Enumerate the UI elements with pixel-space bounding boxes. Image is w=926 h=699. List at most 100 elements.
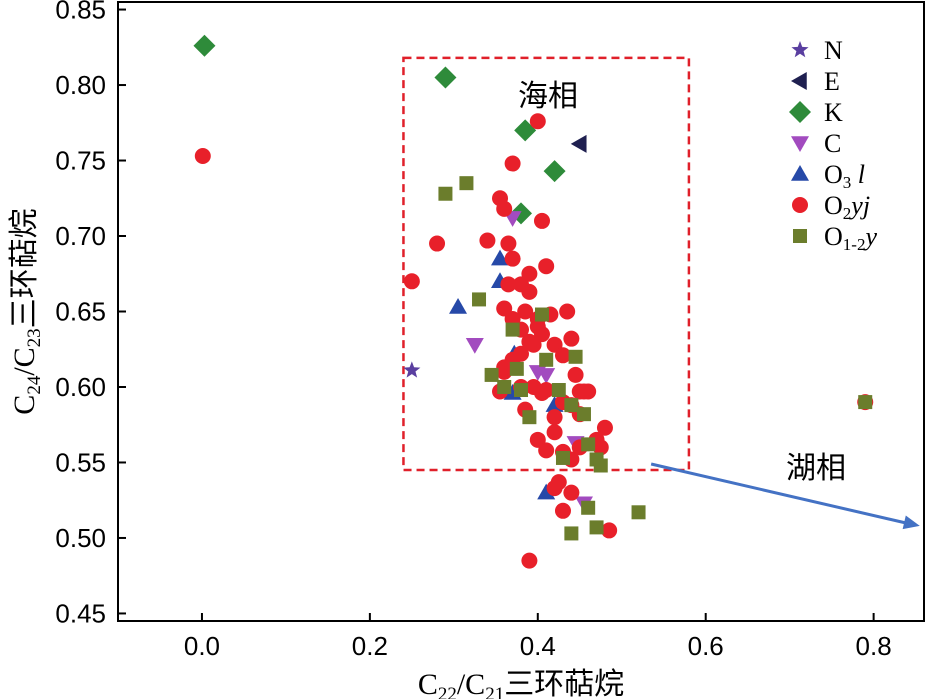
legend-label-part: E — [824, 67, 840, 96]
data-point — [194, 147, 211, 164]
data-point — [497, 379, 512, 394]
x-tick-label: 0.0 — [184, 631, 220, 661]
data-point — [521, 283, 538, 300]
data-point — [500, 235, 517, 252]
data-point — [589, 520, 604, 535]
data-point — [576, 407, 591, 422]
lacustrine-arrow-head — [902, 515, 920, 530]
y-tick-label: 0.55 — [55, 447, 106, 477]
data-point — [472, 292, 487, 307]
legend-label-part: y — [862, 222, 877, 251]
legend-marker — [791, 136, 809, 152]
legend-label-part: O — [824, 160, 843, 189]
data-point — [434, 66, 457, 89]
lacustrine-arrow-line — [650, 462, 911, 526]
data-point — [570, 134, 587, 153]
data-point — [529, 318, 546, 335]
data-point — [403, 273, 420, 290]
legend-label: O2yj — [824, 191, 870, 223]
y-tick-label: 0.45 — [55, 598, 106, 628]
legend-label-part: 2 — [843, 204, 852, 223]
data-point — [521, 552, 538, 569]
marine-region-box — [402, 56, 691, 472]
data-point — [563, 484, 580, 501]
data-point — [538, 382, 555, 399]
data-point — [593, 458, 608, 473]
legend-label: C — [824, 129, 841, 158]
data-point — [193, 34, 216, 57]
data-point — [496, 200, 513, 217]
y-tick-label: 0.50 — [55, 523, 106, 553]
data-point — [538, 442, 555, 459]
marine-region-label: 海相 — [518, 79, 578, 114]
y-axis-label: C24/C23三环萜烷 — [8, 208, 45, 414]
data-point — [554, 502, 571, 519]
legend-label-part: O — [824, 222, 843, 251]
legend-label-part: yj — [848, 191, 870, 220]
data-point — [504, 250, 521, 267]
x-tick-label: 0.4 — [520, 631, 556, 661]
legend-label: O1-2y — [824, 222, 877, 254]
series-2 — [193, 34, 566, 225]
legend-label-part: C — [824, 129, 841, 158]
data-point — [592, 439, 609, 456]
data-point — [546, 424, 563, 441]
data-point — [631, 505, 646, 520]
data-point — [543, 160, 566, 183]
data-point — [596, 419, 613, 436]
y-axis-label-text: 三环萜烷 — [8, 208, 41, 328]
x-axis-label-subscript: 21 — [485, 684, 504, 699]
data-point — [429, 235, 446, 252]
legend-marker — [791, 41, 809, 58]
y-tick-label: 0.75 — [55, 146, 106, 176]
series-5 — [194, 113, 874, 569]
data-point — [559, 303, 576, 320]
data-point — [533, 212, 550, 229]
data-point — [479, 232, 496, 249]
data-point — [529, 113, 546, 130]
y-axis-label-text: /C — [8, 347, 41, 375]
y-tick-label: 0.65 — [55, 297, 106, 327]
x-axis-label-text: /C — [457, 668, 485, 699]
data-point — [500, 276, 517, 293]
series-0 — [403, 361, 421, 378]
data-point — [459, 176, 474, 191]
x-axis-label-text: 三环萜烷 — [504, 668, 624, 699]
data-point — [564, 526, 579, 541]
x-axis-label-text: C — [418, 668, 438, 699]
legend-label-part: 3 — [843, 173, 852, 192]
data-point — [581, 437, 596, 452]
data-point — [581, 500, 596, 515]
y-tick-label: 0.85 — [55, 0, 106, 25]
legend-label-part: K — [824, 98, 843, 127]
y-axis-label-subscript: 24 — [24, 375, 45, 395]
legend-label-part: l — [851, 160, 865, 189]
data-point — [538, 258, 555, 275]
data-point — [564, 398, 579, 413]
data-point — [563, 330, 580, 347]
data-point — [567, 366, 584, 383]
data-point — [580, 383, 597, 400]
legend-label: N — [824, 36, 843, 65]
legend-marker — [791, 72, 807, 90]
data-point — [449, 297, 468, 314]
legend-marker — [793, 229, 807, 243]
data-point — [554, 347, 571, 364]
data-point — [403, 361, 421, 378]
legend-marker — [789, 101, 811, 123]
data-point — [539, 352, 554, 367]
data-point — [509, 361, 524, 376]
data-point — [568, 349, 583, 364]
data-point — [858, 395, 873, 410]
y-tick-label: 0.60 — [55, 372, 106, 402]
y-tick-label: 0.80 — [55, 70, 106, 100]
legend-label: K — [824, 98, 843, 127]
legend-label: E — [824, 67, 840, 96]
x-axis-label-subscript: 22 — [438, 684, 457, 699]
legend-label-part: 1-2 — [843, 235, 866, 254]
y-axis-label-text: C — [8, 395, 41, 415]
data-point — [517, 303, 534, 320]
x-tick-label: 0.8 — [856, 631, 892, 661]
